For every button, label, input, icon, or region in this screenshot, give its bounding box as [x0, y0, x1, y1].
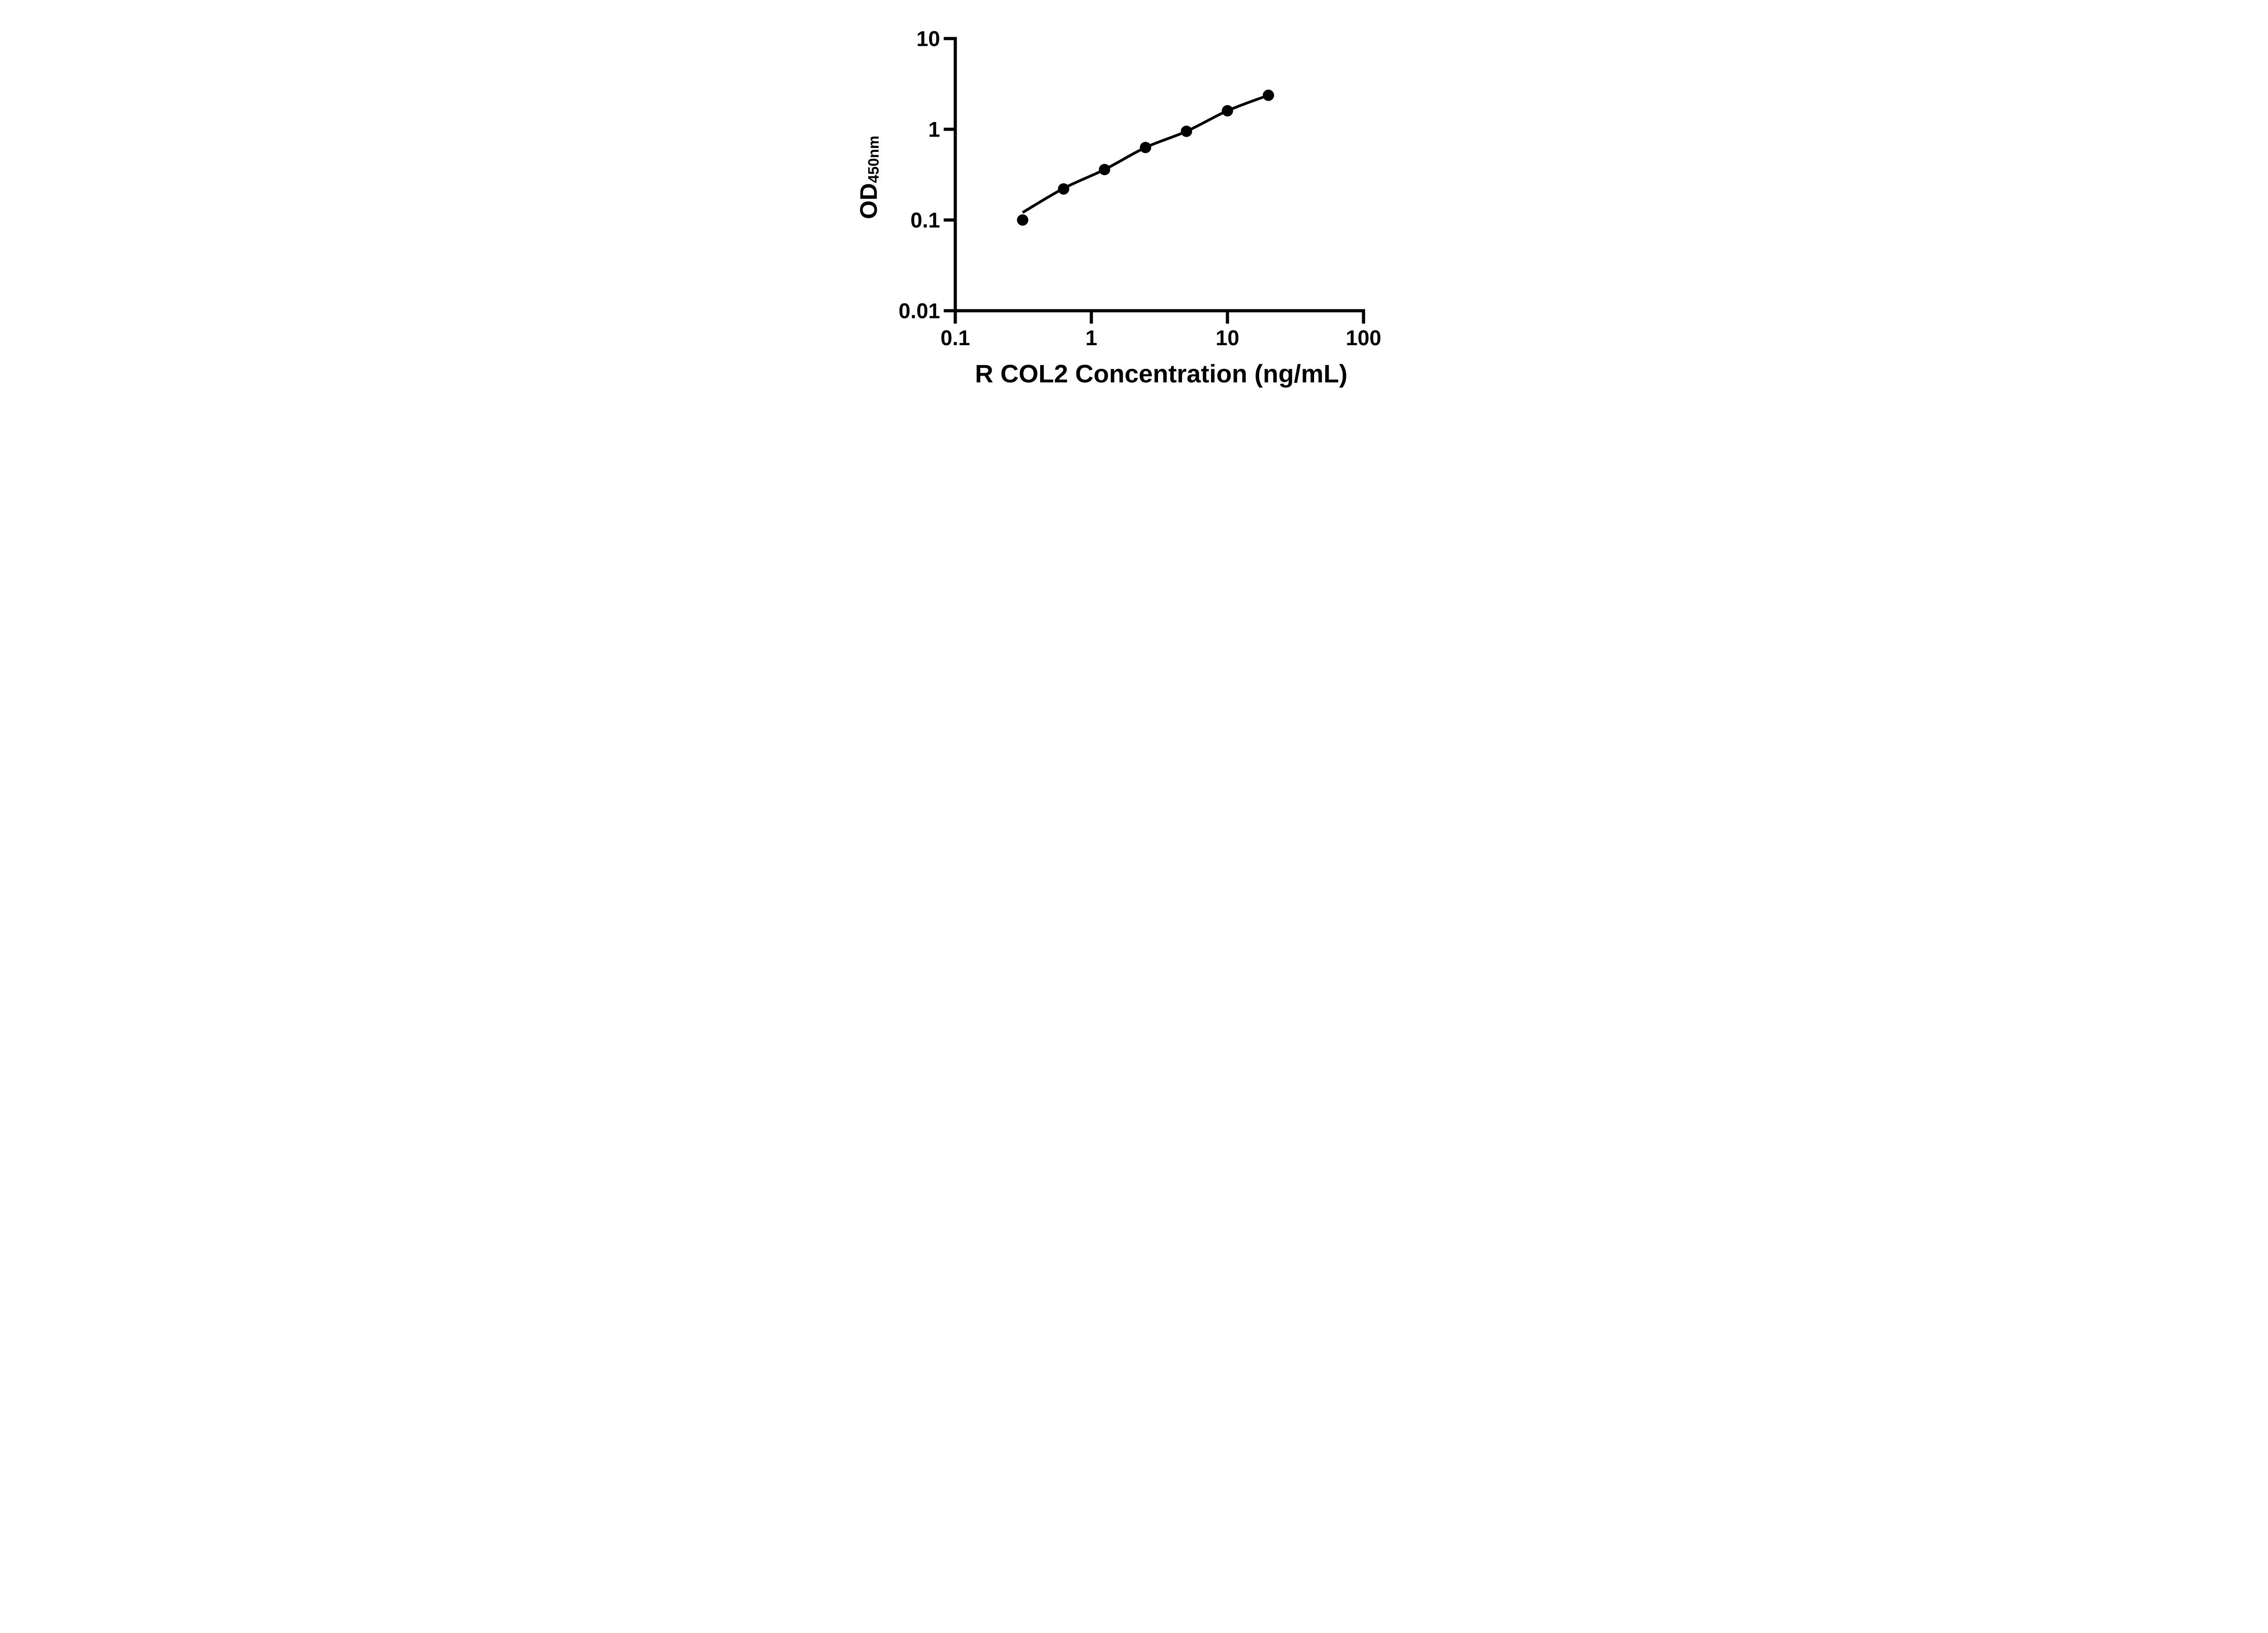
y-tick-label-1: 1 — [928, 117, 940, 142]
x-axis-title: R COL2 Concentration (ng/mL) — [975, 359, 1347, 388]
data-point-3 — [1139, 142, 1151, 153]
data-point-1 — [1058, 183, 1070, 195]
data-point-0 — [1017, 214, 1028, 226]
y-tick-label-0.1: 0.1 — [910, 208, 940, 232]
data-point-4 — [1181, 125, 1193, 137]
standard-curve-figure: 10 1 0.1 0.01 0.1 1 10 100 R COL2 Concentration… — [842, 0, 1426, 408]
y-axis-title-subscript: 450nm — [865, 136, 882, 183]
y-axis-title: OD450nm — [855, 136, 882, 219]
x-tick-label-10: 10 — [1216, 326, 1239, 350]
y-tick-label-0.01: 0.01 — [899, 299, 940, 323]
axes-layer — [943, 37, 1365, 324]
y-axis-title-main: OD — [855, 183, 882, 220]
data-point-6 — [1262, 89, 1274, 101]
y-tick-label-10: 10 — [916, 27, 940, 51]
data-point-2 — [1099, 164, 1110, 176]
data-points-layer — [1017, 89, 1274, 226]
x-tick-label-100: 100 — [1346, 326, 1381, 350]
x-tick-label-0.1: 0.1 — [940, 326, 970, 350]
data-point-5 — [1222, 105, 1233, 117]
x-tick-label-1: 1 — [1085, 326, 1097, 350]
